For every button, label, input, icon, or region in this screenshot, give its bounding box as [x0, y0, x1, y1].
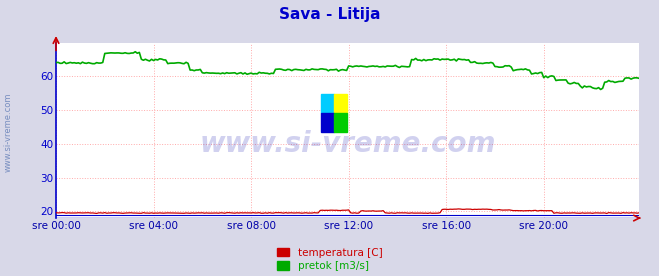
FancyBboxPatch shape: [334, 94, 347, 113]
FancyBboxPatch shape: [334, 113, 347, 132]
FancyBboxPatch shape: [322, 94, 334, 113]
Legend: temperatura [C], pretok [m3/s]: temperatura [C], pretok [m3/s]: [277, 248, 382, 271]
Text: Sava - Litija: Sava - Litija: [279, 7, 380, 22]
FancyBboxPatch shape: [322, 113, 334, 132]
Text: www.si-vreme.com: www.si-vreme.com: [4, 93, 13, 172]
Text: www.si-vreme.com: www.si-vreme.com: [200, 131, 496, 158]
